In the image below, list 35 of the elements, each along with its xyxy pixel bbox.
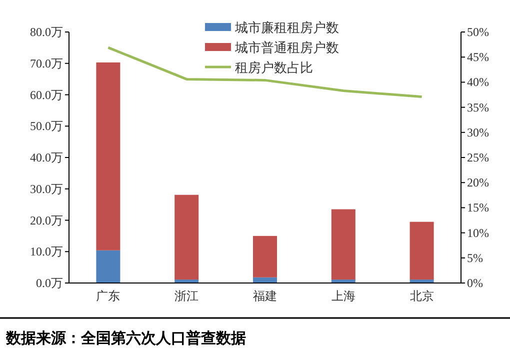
x-tick-label: 广东 [96,289,120,303]
legend-label: 城市廉租租房户数 [234,20,339,35]
y2-tick-label: 0% [467,276,483,290]
y-tick-label: 10.0万 [30,244,63,259]
bar [253,236,277,278]
y2-tick-label: 20% [467,176,489,190]
y2-tick-label: 45% [467,50,489,64]
y2-tick-label: 15% [467,200,489,215]
y2-tick-label: 40% [467,75,489,90]
bar [174,194,199,280]
y2-tick-label: 30% [467,125,489,140]
y2-tick-label: 50% [467,25,489,39]
x-tick-label: 上海 [331,289,356,303]
y-tick-label: 20.0万 [30,213,63,228]
y-tick-label: 0.0万 [36,276,63,290]
legend-label: 城市普通租房户数 [234,40,339,55]
source-note: 数据来源：全国第六次人口普查数据 [5,329,246,347]
legend-label: 租房户数占比 [235,60,313,75]
y-tick-label: 60.0万 [30,88,63,102]
bar [410,222,434,280]
bar [96,250,120,283]
x-tick-label: 浙江 [174,289,199,303]
bar [96,62,120,250]
y2-tick-label: 35% [467,100,489,114]
y-tick-label: 70.0万 [30,56,63,70]
bar [331,209,356,280]
y2-tick-label: 10% [467,226,489,240]
y-tick-label: 30.0万 [30,182,63,196]
x-tick-label: 北京 [410,289,434,303]
y-tick-label: 50.0万 [30,119,63,134]
y-tick-label: 80.0万 [30,25,63,39]
y-tick-label: 40.0万 [30,150,63,164]
x-tick-label: 福建 [253,289,277,303]
y2-tick-label: 5% [467,250,483,265]
y2-tick-label: 25% [467,150,489,164]
